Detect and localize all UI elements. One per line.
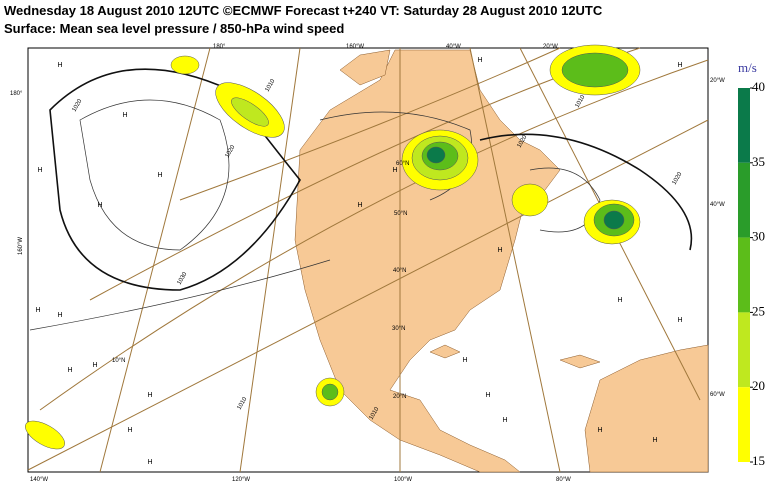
colorbar-segment: [738, 387, 750, 462]
longitude-label: 180°: [213, 44, 226, 50]
wind-areas: [25, 44, 641, 450]
colorbar-tick-label: 15: [752, 453, 765, 468]
high-label: H: [462, 357, 467, 364]
longitude-label: 120°W: [232, 477, 250, 483]
high-label: H: [617, 297, 622, 304]
high-label: H: [92, 362, 97, 369]
high-label: H: [597, 427, 602, 434]
latitude-label: 60°N: [396, 161, 409, 167]
colorbar-tick-label: 40: [752, 79, 765, 94]
high-label: H: [67, 367, 72, 374]
colorbar-unit: m/s: [738, 60, 757, 75]
edge-label: 180°: [10, 91, 23, 97]
land: [294, 49, 709, 473]
longitude-label: 160°W: [346, 44, 364, 50]
high-label: H: [37, 167, 42, 174]
longitude-label: 40°W: [446, 44, 461, 50]
high-label: H: [392, 167, 397, 174]
latitude-label: 10°N: [112, 358, 125, 364]
latitude-label: 30°N: [392, 326, 405, 332]
title: Wednesday 18 August 2010 12UTC ©ECMWF Fo…: [4, 3, 603, 18]
edge-label: 40°W: [710, 202, 725, 208]
high-label: H: [652, 437, 657, 444]
colorbar-segment: [738, 88, 750, 163]
latitude-label: 40°N: [393, 268, 406, 274]
colorbar-tick-label: 25: [752, 303, 765, 318]
high-label: H: [57, 62, 62, 69]
latitude-label: 50°N: [394, 211, 407, 217]
edge-label: 160°W: [18, 237, 24, 255]
edge-label: 20°W: [710, 78, 725, 84]
longitude-label: 80°W: [556, 477, 571, 483]
colorbar-tick-label: 30: [752, 229, 765, 244]
colorbar-segment: [738, 312, 750, 388]
colorbar-segment: [738, 162, 750, 238]
high-label: H: [677, 317, 682, 324]
high-label: H: [35, 307, 40, 314]
high-label: H: [147, 392, 152, 399]
edge-label: 60°W: [710, 392, 725, 398]
high-label: H: [122, 112, 127, 119]
high-label: H: [127, 427, 132, 434]
high-label: H: [147, 459, 152, 466]
subtitle: Surface: Mean sea level pressure / 850-h…: [4, 21, 344, 36]
high-label: H: [485, 392, 490, 399]
high-label: H: [497, 247, 502, 254]
high-label: H: [97, 202, 102, 209]
high-label: H: [677, 62, 682, 69]
colorbar-segment: [738, 237, 750, 313]
longitude-label: 20°W: [543, 44, 558, 50]
high-label: H: [502, 417, 507, 424]
high-label: H: [57, 312, 62, 319]
high-label: H: [357, 202, 362, 209]
high-label: H: [157, 172, 162, 179]
colorbar-tick-label: 20: [752, 378, 765, 393]
longitude-label: 100°W: [394, 477, 412, 483]
high-label: H: [477, 57, 482, 64]
longitude-label: 140°W: [30, 477, 48, 483]
colorbar-tick-label: 35: [752, 154, 765, 169]
latitude-label: 20°N: [393, 394, 406, 400]
